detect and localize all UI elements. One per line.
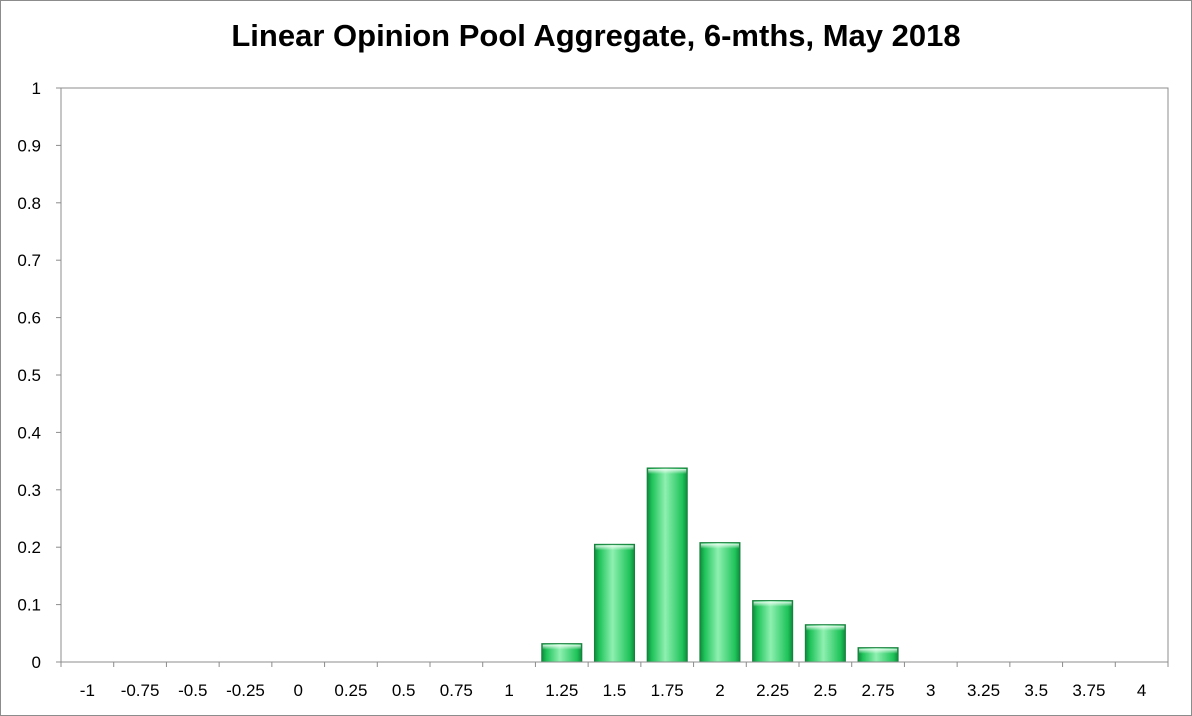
y-tick-label: 0.1 (17, 596, 41, 615)
x-tick-label: 2 (715, 681, 724, 700)
bar (804, 624, 846, 663)
y-tick-label: 0.2 (17, 538, 41, 557)
x-tick-label: 4 (1137, 681, 1146, 700)
x-tick-label: 0.25 (334, 681, 367, 700)
y-tick-label: 1 (32, 79, 41, 98)
bar (646, 467, 688, 663)
bar (699, 542, 741, 663)
bar-highlight (542, 644, 581, 650)
bar-body (593, 543, 636, 663)
x-tick-label: -0.75 (121, 681, 160, 700)
x-tick-label: 1.25 (545, 681, 578, 700)
bar-body (752, 600, 794, 663)
bar-highlight (648, 468, 687, 474)
bar-highlight (753, 601, 792, 607)
x-tick-label: 1.75 (651, 681, 684, 700)
x-tick-label: 3.5 (1024, 681, 1048, 700)
bar (857, 647, 899, 663)
y-tick-label: 0.7 (17, 251, 41, 270)
y-tick-label: 0.9 (17, 136, 41, 155)
chart-title: Linear Opinion Pool Aggregate, 6-mths, M… (231, 18, 961, 53)
y-tick-label: 0.4 (17, 423, 41, 442)
y-tick-label: 0.8 (17, 194, 41, 213)
y-tick-label: 0.6 (17, 309, 41, 328)
bar (541, 643, 583, 663)
x-tick-label: 1 (504, 681, 513, 700)
x-tick-label: 0.75 (440, 681, 473, 700)
y-tick-label: 0.3 (17, 481, 41, 500)
x-tick-label: 0.5 (392, 681, 416, 700)
bar-highlight (859, 648, 898, 654)
bar-highlight (700, 543, 739, 549)
y-tick-label: 0 (32, 653, 41, 672)
x-tick-label: 0 (293, 681, 302, 700)
bar (593, 543, 636, 663)
bar-body (804, 624, 846, 663)
x-tick-label: 1.5 (603, 681, 627, 700)
bar-highlight (806, 625, 845, 631)
x-tick-label: -0.25 (226, 681, 265, 700)
x-tick-label: -0.5 (178, 681, 207, 700)
x-tick-label: 3.25 (967, 681, 1000, 700)
bar-body (646, 467, 688, 663)
bar (752, 600, 794, 663)
y-tick-label: 0.5 (17, 366, 41, 385)
x-tick-label: -1 (80, 681, 95, 700)
x-tick-label: 3.75 (1072, 681, 1105, 700)
bar-highlight (595, 545, 634, 551)
x-tick-label: 2.25 (756, 681, 789, 700)
x-tick-label: 2.75 (862, 681, 895, 700)
bar-body (699, 542, 741, 663)
x-tick-label: 2.5 (814, 681, 838, 700)
x-tick-label: 3 (926, 681, 935, 700)
